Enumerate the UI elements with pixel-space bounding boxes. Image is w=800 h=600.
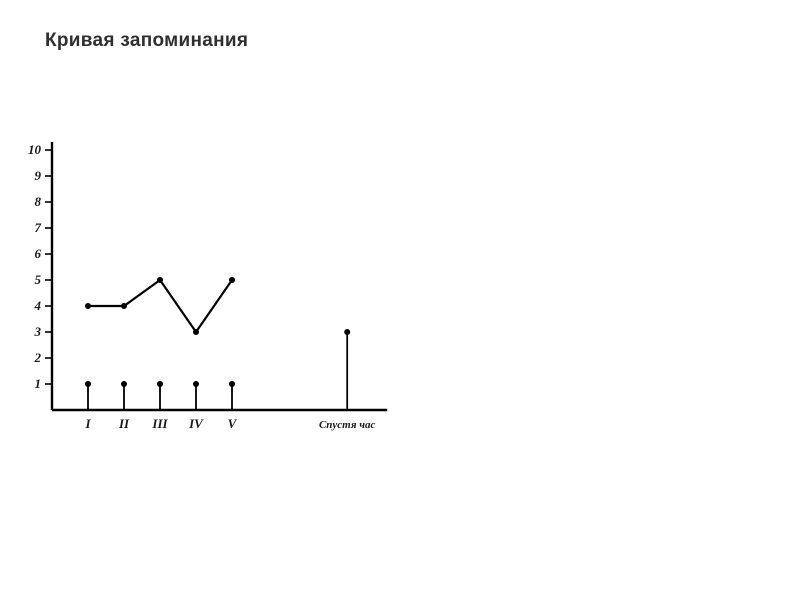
data-point	[85, 303, 91, 309]
last-point-marker	[344, 329, 350, 335]
y-tick-label: 3	[34, 324, 42, 339]
y-tick-label: 5	[35, 272, 42, 287]
chart-svg: 12345678910IIIIIIIVVСпустя час	[8, 120, 438, 460]
y-tick-label: 8	[35, 194, 42, 209]
x-tick-label: Спустя час	[319, 419, 376, 431]
y-tick-label: 9	[35, 168, 42, 183]
y-tick-label: 10	[28, 142, 42, 157]
y-tick-label: 1	[35, 376, 42, 391]
data-point	[229, 277, 235, 283]
x-tick-label: I	[84, 416, 91, 431]
page-title: Кривая запоминания	[45, 30, 248, 52]
data-point	[157, 277, 163, 283]
page: { "title": "Кривая запоминания", "title_…	[0, 0, 800, 600]
y-tick-label: 4	[34, 298, 42, 313]
y-tick-label: 6	[35, 246, 42, 261]
x-tick-label: II	[118, 416, 130, 431]
data-point	[193, 329, 199, 335]
memory-curve-chart: 12345678910IIIIIIIVVСпустя час	[8, 120, 438, 460]
y-tick-label: 2	[34, 350, 42, 365]
y-tick-label: 7	[35, 220, 42, 235]
x-tick-marker	[193, 381, 199, 387]
x-tick-marker	[229, 381, 235, 387]
data-point	[121, 303, 127, 309]
x-tick-label: V	[228, 416, 238, 431]
x-tick-label: III	[151, 416, 168, 431]
x-tick-label: IV	[188, 416, 204, 431]
memory-curve-line	[88, 280, 232, 332]
x-tick-marker	[157, 381, 163, 387]
x-tick-marker	[85, 381, 91, 387]
x-tick-marker	[121, 381, 127, 387]
